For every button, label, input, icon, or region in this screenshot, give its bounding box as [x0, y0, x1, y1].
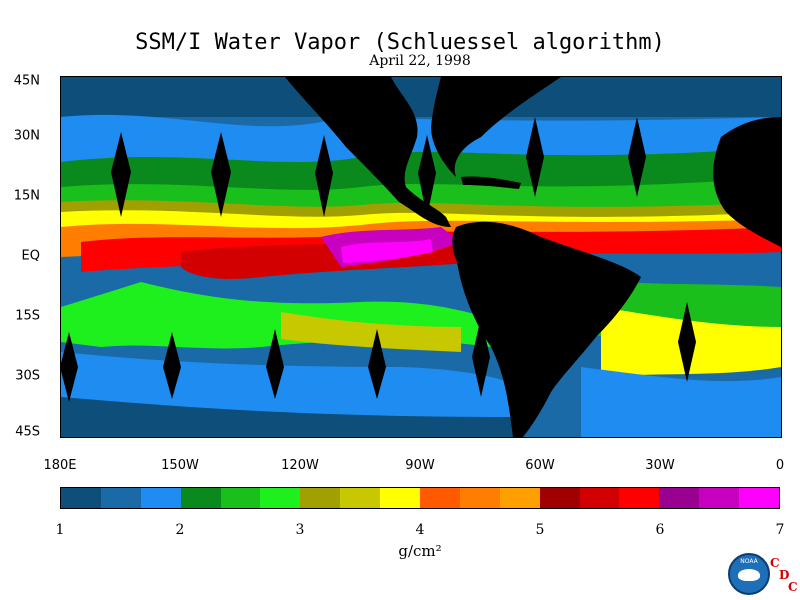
- logo-text: NOAA: [740, 558, 758, 565]
- lat-label-30n: 30N: [13, 128, 40, 144]
- colorbar-tick-2: 2: [175, 522, 185, 538]
- water-vapor-map: [60, 76, 782, 438]
- colorbar-swatch: [300, 488, 341, 508]
- colorbar-swatch: [260, 488, 301, 508]
- colorbar-swatch: [61, 488, 101, 508]
- colorbar-swatch: [180, 488, 221, 508]
- logo-letter-c1: C: [770, 556, 780, 570]
- map-date: April 22, 1998: [369, 53, 471, 69]
- map-canvas: [61, 77, 781, 437]
- colorbar-swatch: [220, 488, 261, 508]
- lat-label-45n: 45N: [13, 73, 40, 89]
- map-title: SSM/I Water Vapor (Schluessel algorithm): [135, 30, 665, 55]
- colorbar-swatch: [140, 488, 181, 508]
- lat-label-15n: 15N: [13, 188, 40, 204]
- colorbar-swatch: [459, 488, 500, 508]
- colorbar-swatch: [579, 488, 620, 508]
- lon-label-90w: 90W: [405, 458, 435, 473]
- colorbar: [60, 487, 780, 509]
- colorbar-tick-5: 5: [535, 522, 545, 538]
- colorbar-tick-1: 1: [55, 522, 65, 538]
- lon-label-120w: 120W: [281, 458, 319, 473]
- lat-label-45s: 45S: [15, 424, 40, 440]
- colorbar-swatch: [739, 488, 780, 508]
- lon-label-0: 0: [775, 458, 785, 473]
- logo-letter-d: D: [779, 568, 790, 582]
- colorbar-swatch: [539, 488, 580, 508]
- lon-label-150w: 150W: [161, 458, 199, 473]
- colorbar-swatch: [420, 488, 460, 508]
- logo-letter-c2: C: [788, 580, 798, 594]
- colorbar-tick-3: 3: [295, 522, 305, 538]
- lon-label-60w: 60W: [525, 458, 555, 473]
- colorbar-tick-6: 6: [655, 522, 665, 538]
- lat-label-30s: 30S: [15, 368, 40, 384]
- colorbar-swatch: [499, 488, 540, 508]
- colorbar-swatch: [699, 488, 740, 508]
- colorbar-swatch: [659, 488, 700, 508]
- colorbar-swatch: [380, 488, 421, 508]
- colorbar-tick-7: 7: [775, 522, 785, 538]
- lat-label-15s: 15S: [15, 308, 40, 324]
- lat-label-eq: EQ: [21, 248, 40, 264]
- colorbar-tick-4: 4: [415, 522, 425, 538]
- colorbar-swatch: [619, 488, 660, 508]
- gull-icon: [738, 569, 760, 581]
- colorbar-unit: g/cm²: [398, 542, 442, 560]
- lon-label-180e: 180E: [43, 458, 77, 473]
- colorbar-swatch: [100, 488, 141, 508]
- noaa-logo-icon: NOAA: [728, 553, 770, 595]
- lon-label-30w: 30W: [645, 458, 675, 473]
- colorbar-swatch: [340, 488, 381, 508]
